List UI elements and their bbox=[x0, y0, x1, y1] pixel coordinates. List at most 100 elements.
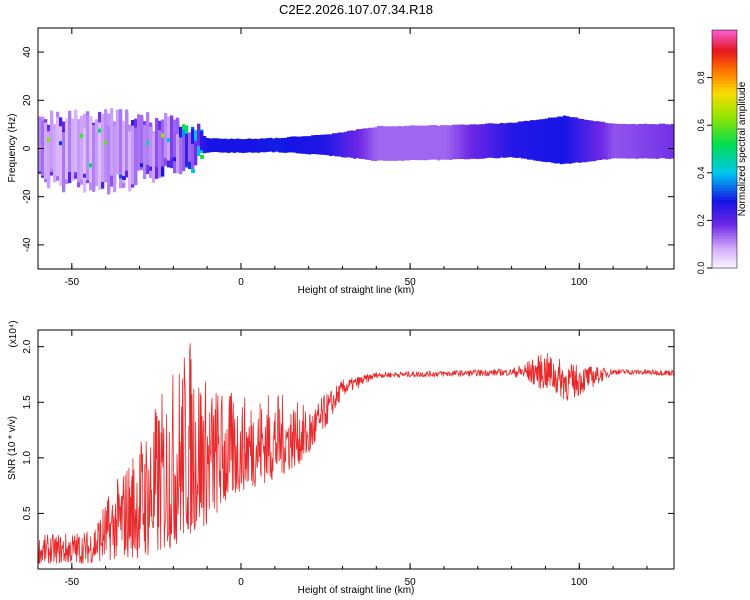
heatmap-cell bbox=[125, 109, 129, 171]
heatmap-cell bbox=[614, 123, 618, 159]
heatmap-cell bbox=[140, 114, 144, 171]
heatmap-cell bbox=[449, 125, 453, 160]
heatmap-cell bbox=[581, 119, 585, 163]
heatmap-cell bbox=[464, 124, 468, 160]
heatmap-cell bbox=[398, 126, 402, 161]
colorbar-swatch bbox=[712, 110, 737, 114]
heatmap-cell bbox=[392, 126, 396, 161]
colorbar-swatch bbox=[712, 35, 737, 40]
heatmap-cell bbox=[485, 123, 489, 159]
heatmap-cell bbox=[494, 123, 498, 159]
heatmap-cell bbox=[548, 117, 552, 163]
heatmap-cell bbox=[578, 118, 582, 163]
heatmap-cell bbox=[575, 117, 579, 163]
heatmap-cell bbox=[251, 138, 255, 153]
colorbar-swatch bbox=[712, 95, 737, 99]
colorbar-swatch bbox=[712, 122, 737, 126]
colorbar-swatch bbox=[712, 77, 737, 82]
heatmap-cell bbox=[176, 134, 180, 174]
colorbar-swatch bbox=[712, 238, 737, 242]
heatmap-cell bbox=[380, 125, 384, 161]
heatmap-cell bbox=[314, 134, 318, 155]
heatmap-cell bbox=[611, 123, 615, 159]
heatmap-cell bbox=[110, 108, 114, 176]
heatmap-cell bbox=[179, 137, 183, 175]
heatmap-cell bbox=[596, 121, 600, 161]
heatmap-cell bbox=[47, 137, 51, 142]
colorbar-swatch bbox=[712, 137, 737, 141]
heatmap-cell bbox=[173, 131, 177, 174]
heatmap-cell bbox=[431, 125, 435, 160]
colorbar-swatch bbox=[712, 62, 737, 67]
heatmap-cell bbox=[530, 120, 534, 160]
heatmap-cell bbox=[401, 126, 405, 161]
heatmap-cells bbox=[38, 108, 675, 195]
heatmap-cell bbox=[353, 130, 357, 159]
heatmap-cell bbox=[269, 137, 273, 152]
colorbar-swatch bbox=[712, 65, 737, 70]
heatmap-cell bbox=[515, 122, 519, 158]
heatmap-cell bbox=[161, 133, 165, 138]
colorbar-swatch bbox=[712, 160, 737, 165]
heatmap-cell bbox=[248, 138, 252, 153]
heatmap-cell bbox=[185, 133, 189, 166]
colorbar-swatch bbox=[712, 205, 737, 209]
colorbar-tick-label: 0.4 bbox=[696, 167, 706, 180]
heatmap-cell bbox=[365, 128, 369, 160]
heatmap-cell bbox=[164, 112, 168, 159]
heatmap-cell bbox=[77, 119, 81, 183]
snr-ylabel: SNR (10 * v/v) bbox=[7, 416, 18, 480]
snr-ticks: -50 0 50 100 0.5 1.0 1.5 2.0 bbox=[22, 330, 674, 588]
heatmap-cell bbox=[197, 123, 201, 146]
heatmap-cell bbox=[203, 135, 207, 154]
colorbar-swatch bbox=[712, 38, 737, 43]
colorbar-swatch bbox=[712, 92, 737, 96]
heatmap-cell bbox=[143, 125, 147, 179]
heatmap-cell bbox=[374, 127, 378, 162]
heatmap-cell bbox=[122, 175, 126, 180]
colorbar-swatch bbox=[712, 190, 737, 195]
heatmap-cell bbox=[149, 166, 153, 171]
heatmap-cell bbox=[311, 135, 315, 154]
colorbar-swatch bbox=[712, 178, 737, 183]
heatmap-cell bbox=[59, 141, 63, 146]
heatmap-cell bbox=[131, 125, 135, 185]
colorbar-swatch bbox=[712, 149, 737, 153]
heatmap-cell bbox=[194, 140, 198, 166]
colorbar-swatch bbox=[712, 196, 737, 201]
heatmap-cell bbox=[428, 125, 432, 160]
heatmap-cell bbox=[98, 122, 102, 190]
heatmap-cell bbox=[347, 130, 351, 158]
colorbar-swatch bbox=[712, 226, 737, 230]
heatmap-cell bbox=[377, 125, 381, 161]
heatmap-cell bbox=[422, 125, 426, 161]
heatmap-cell bbox=[224, 138, 228, 153]
heatmap-cell bbox=[569, 117, 573, 164]
colorbar-swatch bbox=[712, 181, 737, 186]
heatmap-cell bbox=[320, 134, 324, 155]
heatmap-cell bbox=[74, 109, 78, 173]
colorbar-swatch bbox=[712, 74, 737, 79]
heatmap-cell bbox=[266, 138, 270, 152]
colorbar-swatch bbox=[712, 83, 737, 88]
colorbar-ticks: 0.0 0.2 0.4 0.6 0.8 bbox=[696, 71, 712, 274]
heatmap-cell bbox=[368, 127, 372, 161]
heatmap-cell bbox=[134, 127, 138, 186]
heatmap-cell bbox=[191, 168, 195, 173]
heatmap-cell bbox=[284, 137, 288, 153]
heatmap-cell bbox=[68, 110, 72, 173]
colorbar-swatch bbox=[712, 143, 737, 147]
heatmap-cell bbox=[419, 125, 423, 161]
heatmap-cell bbox=[491, 123, 495, 158]
heatmap-cell bbox=[509, 122, 513, 158]
heatmap-cell bbox=[587, 120, 591, 162]
colorbar-swatch bbox=[712, 217, 737, 221]
colorbar-tick-label: 0.6 bbox=[696, 119, 706, 132]
heatmap-cell bbox=[527, 120, 531, 160]
heatmap-cell bbox=[662, 123, 666, 159]
snr-series-line bbox=[37, 343, 675, 564]
heatmap-cell bbox=[236, 138, 240, 153]
heatmap-cell bbox=[341, 132, 345, 158]
heatmap-cell bbox=[560, 116, 564, 165]
heatmap-cell bbox=[536, 119, 540, 161]
